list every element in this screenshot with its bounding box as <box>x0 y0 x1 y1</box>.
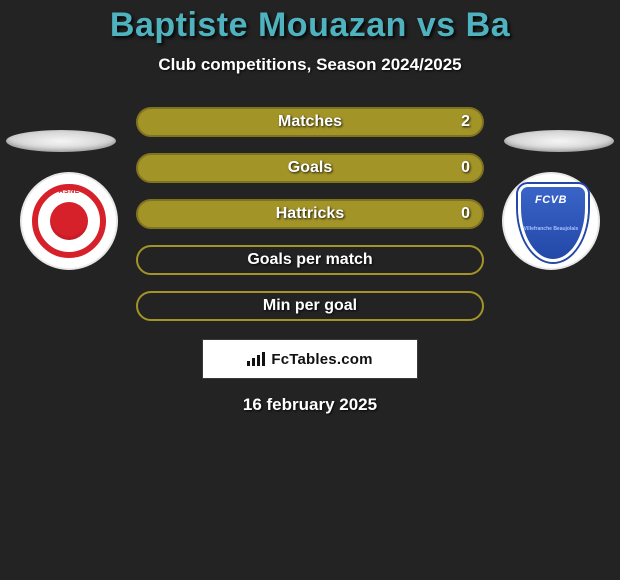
stat-value-right: 0 <box>461 205 470 223</box>
badge-core-icon <box>50 202 88 240</box>
stat-value-right: 2 <box>461 113 470 131</box>
club-badge-left: ASNL <box>20 172 118 270</box>
stat-row-matches: Matches 2 <box>136 107 484 137</box>
stat-row-goals: Goals 0 <box>136 153 484 183</box>
player-silhouette-right <box>504 130 614 152</box>
page-subtitle: Club competitions, Season 2024/2025 <box>0 55 620 75</box>
stat-label: Goals per match <box>247 251 372 269</box>
player-silhouette-left <box>6 130 116 152</box>
stat-label: Hattricks <box>276 205 344 223</box>
club-badge-right: FCVB Villefranche Beaujolais <box>502 172 600 270</box>
brand-text: FcTables.com <box>271 351 372 368</box>
footer-date: 16 february 2025 <box>0 395 620 415</box>
stat-label: Matches <box>278 113 342 131</box>
stat-row-hattricks: Hattricks 0 <box>136 199 484 229</box>
stat-value-right: 0 <box>461 159 470 177</box>
stat-label: Min per goal <box>263 297 357 315</box>
brand-attribution: FcTables.com <box>202 339 418 379</box>
stats-list: Matches 2 Goals 0 Hattricks 0 Goals per … <box>136 107 484 321</box>
club-code-left: ASNL <box>22 188 116 195</box>
page-title: Baptiste Mouazan vs Ba <box>0 6 620 45</box>
stat-label: Goals <box>288 159 332 177</box>
club-code-right: FCVB <box>504 194 598 206</box>
bar-chart-icon <box>247 352 265 366</box>
stat-row-goals-per-match: Goals per match <box>136 245 484 275</box>
stat-row-min-per-goal: Min per goal <box>136 291 484 321</box>
comparison-card: Baptiste Mouazan vs Ba Club competitions… <box>0 0 620 415</box>
club-subtext-right: Villefranche Beaujolais <box>504 226 598 232</box>
